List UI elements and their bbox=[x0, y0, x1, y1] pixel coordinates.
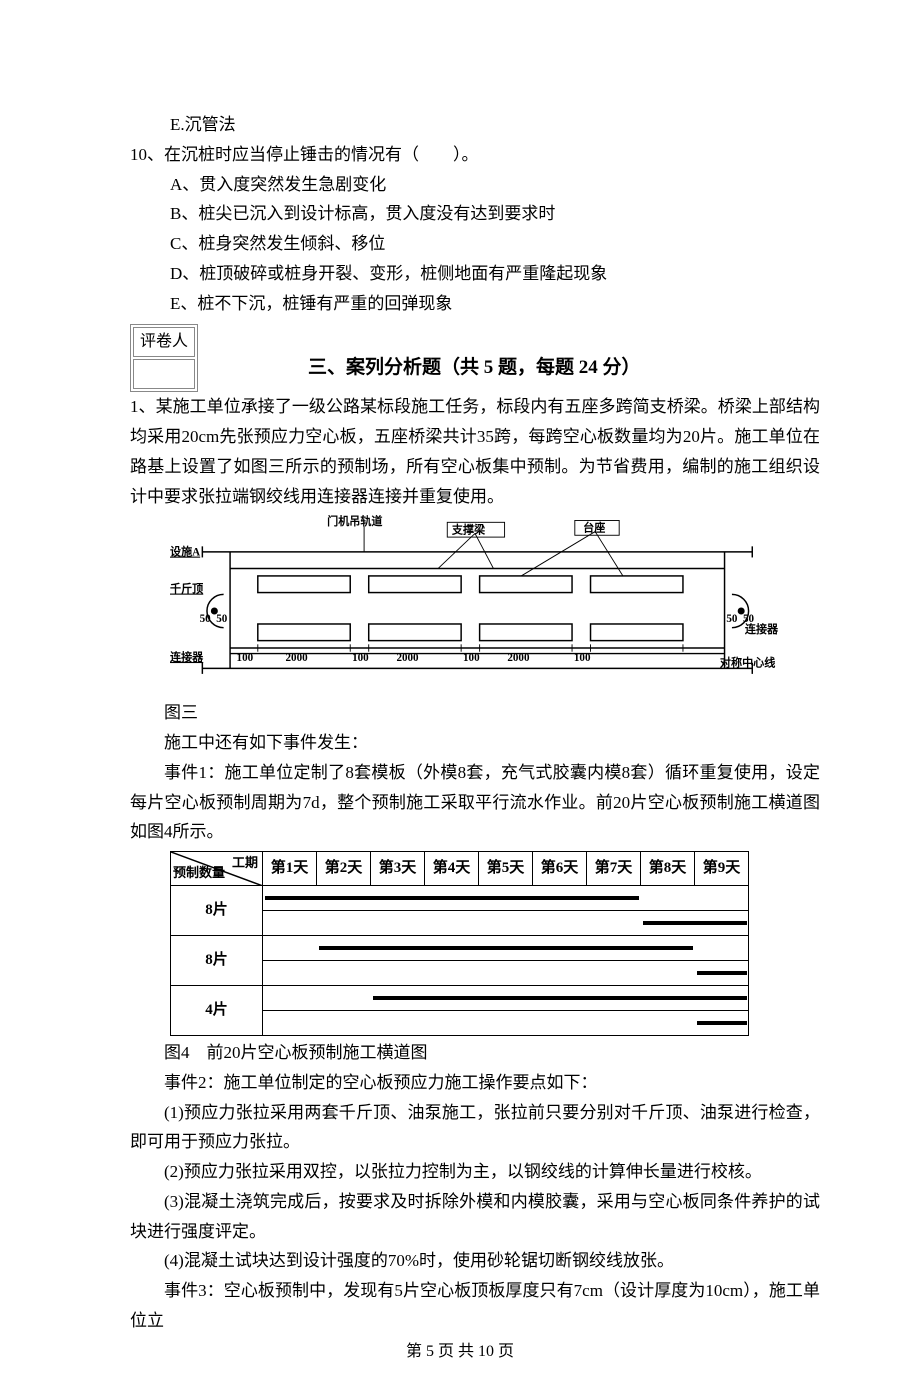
event2-item-1: (1)预应力张拉采用两套千斤顶、油泵施工，张拉前只要分别对千斤顶、油泵进行检查，… bbox=[130, 1098, 820, 1158]
fig3-dim-r50b: 50 bbox=[743, 613, 755, 625]
sched-row1-label: 8片 bbox=[171, 936, 263, 986]
fig3-lbl-connector-l: 连接器 bbox=[170, 650, 204, 664]
fig3-dim-6: 100 bbox=[574, 652, 591, 664]
sched-diag-cell: 工期 预制数量 bbox=[171, 852, 263, 886]
fig3-dim-r50a: 50 bbox=[726, 613, 738, 625]
figure3-caption: 图三 bbox=[130, 698, 820, 728]
scorer-box: 评卷人 bbox=[130, 324, 198, 392]
figure3: 门机吊轨道 支撑梁 台座 设施A 千斤顶 连接器 连接器 对称中心线 50 50… bbox=[130, 513, 820, 698]
q10-opt-d: D、桩顶破碎或桩身开裂、变形，桩侧地面有严重隆起现象 bbox=[130, 259, 820, 289]
figure3-svg: 门机吊轨道 支撑梁 台座 设施A 千斤顶 连接器 连接器 对称中心线 50 50… bbox=[170, 513, 780, 698]
footer-prefix: 第 bbox=[406, 1343, 426, 1360]
sched-diag-bottom: 预制数量 bbox=[173, 862, 225, 885]
sched-day-7: 第7天 bbox=[587, 852, 641, 886]
case1-para: 1、某施工单位承接了一级公路某标段施工任务，标段内有五座多跨简支桥梁。桥梁上部结… bbox=[130, 392, 820, 511]
fig3-lbl-beam: 支撑梁 bbox=[451, 523, 486, 537]
section-row: 评卷人 三、案列分析题（共 5 题，每题 24 分） bbox=[130, 318, 820, 392]
fig3-lbl-bed: 台座 bbox=[583, 521, 605, 535]
q10-opt-c: C、桩身突然发生倾斜、移位 bbox=[130, 229, 820, 259]
fig3-dim-l50a: 50 bbox=[200, 613, 212, 625]
fig3-lbl-track: 门机吊轨道 bbox=[327, 514, 383, 528]
page: E.沉管法 10、在沉桩时应当停止锤击的情况有（ ）。 A、贯入度突然发生急剧变… bbox=[0, 0, 920, 1396]
sched-day-2: 第2天 bbox=[317, 852, 371, 886]
sched-day-5: 第5天 bbox=[479, 852, 533, 886]
fig3-lbl-centerline: 对称中心线 bbox=[720, 656, 775, 670]
fig3-dim-4: 100 bbox=[463, 652, 480, 664]
sched-row2-sub0 bbox=[263, 986, 749, 1011]
footer-suffix: 页 bbox=[494, 1343, 514, 1360]
fig3-dim-5: 2000 bbox=[507, 652, 530, 664]
fig3-lbl-jack: 千斤顶 bbox=[170, 582, 203, 596]
q10-opt-a: A、贯入度突然发生急剧变化 bbox=[130, 170, 820, 200]
sched-row0-sub0 bbox=[263, 886, 749, 911]
sched-day-6: 第6天 bbox=[533, 852, 587, 886]
event2-item-4: (4)混凝土试块达到设计强度的70%时，使用砂轮锯切断钢绞线放张。 bbox=[130, 1246, 820, 1276]
sched-row2-label: 4片 bbox=[171, 986, 263, 1036]
sched-day-3: 第3天 bbox=[371, 852, 425, 886]
sched-day-1: 第1天 bbox=[263, 852, 317, 886]
sched-day-9: 第9天 bbox=[695, 852, 749, 886]
sched-row1-sub1 bbox=[263, 961, 749, 986]
sched-row0-sub1 bbox=[263, 911, 749, 936]
fig3-dim-2: 100 bbox=[352, 652, 369, 664]
fig3-lbl-facility-a: 设施A bbox=[170, 545, 200, 559]
fig3-dim-0: 100 bbox=[237, 652, 254, 664]
q10-stem: 10、在沉桩时应当停止锤击的情况有（ ）。 bbox=[130, 140, 820, 170]
section3-title: 三、案列分析题（共 5 题，每题 24 分） bbox=[308, 351, 641, 384]
event3: 事件3：空心板预制中，发现有5片空心板顶板厚度只有7cm（设计厚度为10cm），… bbox=[130, 1276, 820, 1336]
page-footer: 第 5 页 共 10 页 bbox=[0, 1338, 920, 1366]
event1: 事件1：施工单位定制了8套模板（外模8套，充气式胶囊内模8套）循环重复使用，设定… bbox=[130, 758, 820, 847]
scorer-blank bbox=[133, 359, 195, 389]
table-row: 4片 bbox=[171, 986, 749, 1011]
fig3-dim-l50b: 50 bbox=[216, 613, 228, 625]
sched-row2-sub1 bbox=[263, 1011, 749, 1036]
fig3-dim-3: 2000 bbox=[396, 652, 419, 664]
q10-opt-b: B、桩尖已沉入到设计标高，贯入度没有达到要求时 bbox=[130, 199, 820, 229]
fig3-dim-1: 2000 bbox=[286, 652, 309, 664]
event2-intro: 事件2：施工单位制定的空心板预应力施工操作要点如下： bbox=[130, 1068, 820, 1098]
q10-opt-e: E、桩不下沉，桩锤有严重的回弹现象 bbox=[130, 289, 820, 319]
prev-q-option-e: E.沉管法 bbox=[130, 110, 820, 140]
event2-item-3: (3)混凝土浇筑完成后，按要求及时拆除外模和内模胶囊，采用与空心板同条件养护的试… bbox=[130, 1187, 820, 1247]
table-row: 工期 预制数量 第1天 第2天 第3天 第4天 第5天 第6天 第7天 第8天 … bbox=[171, 852, 749, 886]
sched-day-8: 第8天 bbox=[641, 852, 695, 886]
table-row: 8片 bbox=[171, 936, 749, 961]
sched-diag-top: 工期 bbox=[232, 852, 258, 875]
footer-total: 10 bbox=[478, 1343, 494, 1360]
sched-day-4: 第4天 bbox=[425, 852, 479, 886]
footer-page: 5 bbox=[426, 1343, 434, 1360]
sched-row0-label: 8片 bbox=[171, 886, 263, 936]
event2-item-2: (2)预应力张拉采用双控，以张拉力控制为主，以钢绞线的计算伸长量进行校核。 bbox=[130, 1157, 820, 1187]
footer-mid: 页 共 bbox=[434, 1343, 478, 1360]
table-row: 8片 bbox=[171, 886, 749, 911]
scorer-label: 评卷人 bbox=[133, 327, 195, 357]
sched-row1-sub0 bbox=[263, 936, 749, 961]
after-fig3-line: 施工中还有如下事件发生： bbox=[130, 728, 820, 758]
schedule-table: 工期 预制数量 第1天 第2天 第3天 第4天 第5天 第6天 第7天 第8天 … bbox=[170, 851, 749, 1036]
figure4-caption: 图4 前20片空心板预制施工横道图 bbox=[130, 1038, 820, 1068]
